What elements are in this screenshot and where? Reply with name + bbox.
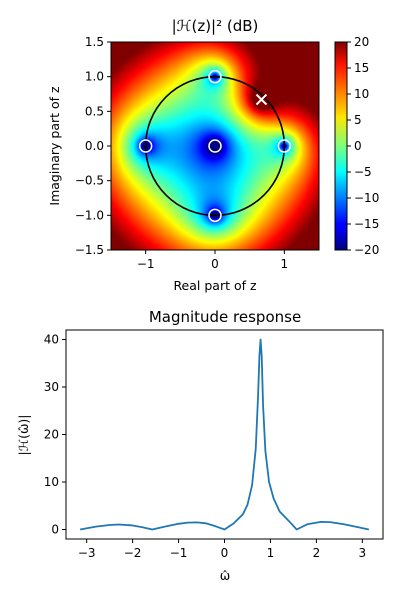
x-tick-label: −3 <box>78 546 96 560</box>
x-tick-label: 2 <box>313 546 321 560</box>
y-tick-label: 30 <box>44 380 59 394</box>
magnitude-panel: Magnitude response −3 −2 −1 0 1 2 3 010203040 … <box>16 308 384 583</box>
zero-marker <box>138 139 153 153</box>
heatmap-x-ticks: −1 0 1 <box>137 250 288 271</box>
x-tick-label: 0 <box>221 546 229 560</box>
magnitude-y-label: |ℋ(ω̂)| <box>16 415 31 456</box>
magnitude-frame <box>65 329 384 540</box>
zeros <box>138 69 292 223</box>
zero-marker <box>208 139 222 153</box>
colorbar-tick-label: −15 <box>354 217 379 231</box>
y-tick-label: 1.5 <box>85 35 104 49</box>
colorbar-tick-label: 20 <box>354 35 369 49</box>
colorbar-tick-label: 15 <box>354 61 369 75</box>
heatmap-y-label: Imaginary part of z <box>47 86 62 206</box>
heatmap-y-ticks: 1.5 1.0 0.5 0.0 −0.5 −1.0 −1.5 <box>75 35 111 257</box>
y-tick-label: 0.0 <box>85 139 104 153</box>
heatmap-x-label: Real part of z <box>173 278 257 293</box>
magnitude-title: Magnitude response <box>149 308 301 326</box>
magnitude-series-line <box>80 338 370 531</box>
pole-marker <box>255 93 268 106</box>
zero-marker <box>277 139 292 153</box>
colorbar-tick-label: −10 <box>354 191 379 205</box>
colorbar-tick-label: 0 <box>354 139 362 153</box>
y-tick-label: 1.0 <box>85 70 104 84</box>
unit-circle <box>144 75 286 217</box>
x-tick-label: −1 <box>170 546 188 560</box>
heatmap-title: |ℋ(z)|² (dB) <box>172 17 259 35</box>
x-tick-label: −1 <box>137 257 155 271</box>
y-tick-label: 40 <box>44 333 59 347</box>
zero-marker <box>208 69 222 84</box>
x-tick-label: 1 <box>267 546 275 560</box>
heatmap-panel: |ℋ(z)|² (dB) −1 0 1 1.51.00.50.0−0.5−1.0−1… <box>47 17 379 293</box>
heatmap-image <box>111 42 319 250</box>
y-tick-label: 0.5 <box>85 104 104 118</box>
magnitude-y-ticks: 0 10 20 30 40 <box>44 333 66 537</box>
x-tick-label: 0 <box>211 257 219 271</box>
y-tick-label: −0.5 <box>75 174 104 188</box>
y-tick-label: 0 <box>51 523 59 537</box>
y-tick-label: −1.5 <box>75 243 104 257</box>
colorbar <box>335 42 347 250</box>
poles <box>255 93 268 106</box>
colorbar-tick-label: −5 <box>354 165 372 179</box>
y-tick-label: −1.0 <box>75 208 104 222</box>
y-tick-label: 10 <box>44 475 59 489</box>
x-tick-label: 1 <box>281 257 289 271</box>
magnitude-x-label: ω̂ <box>220 568 230 583</box>
x-tick-label: −2 <box>124 546 142 560</box>
x-tick-label: 3 <box>359 546 367 560</box>
colorbar-tick-label: −20 <box>354 243 379 257</box>
colorbar-tick-label: 5 <box>354 113 362 127</box>
y-tick-label: 20 <box>44 428 59 442</box>
magnitude-x-ticks: −3 −2 −1 0 1 2 3 <box>78 539 366 560</box>
colorbar-ticks: 20 15 10 5 0 −5 −10 −15 −20 <box>347 35 379 257</box>
zero-marker <box>208 208 222 223</box>
colorbar-tick-label: 10 <box>354 87 369 101</box>
